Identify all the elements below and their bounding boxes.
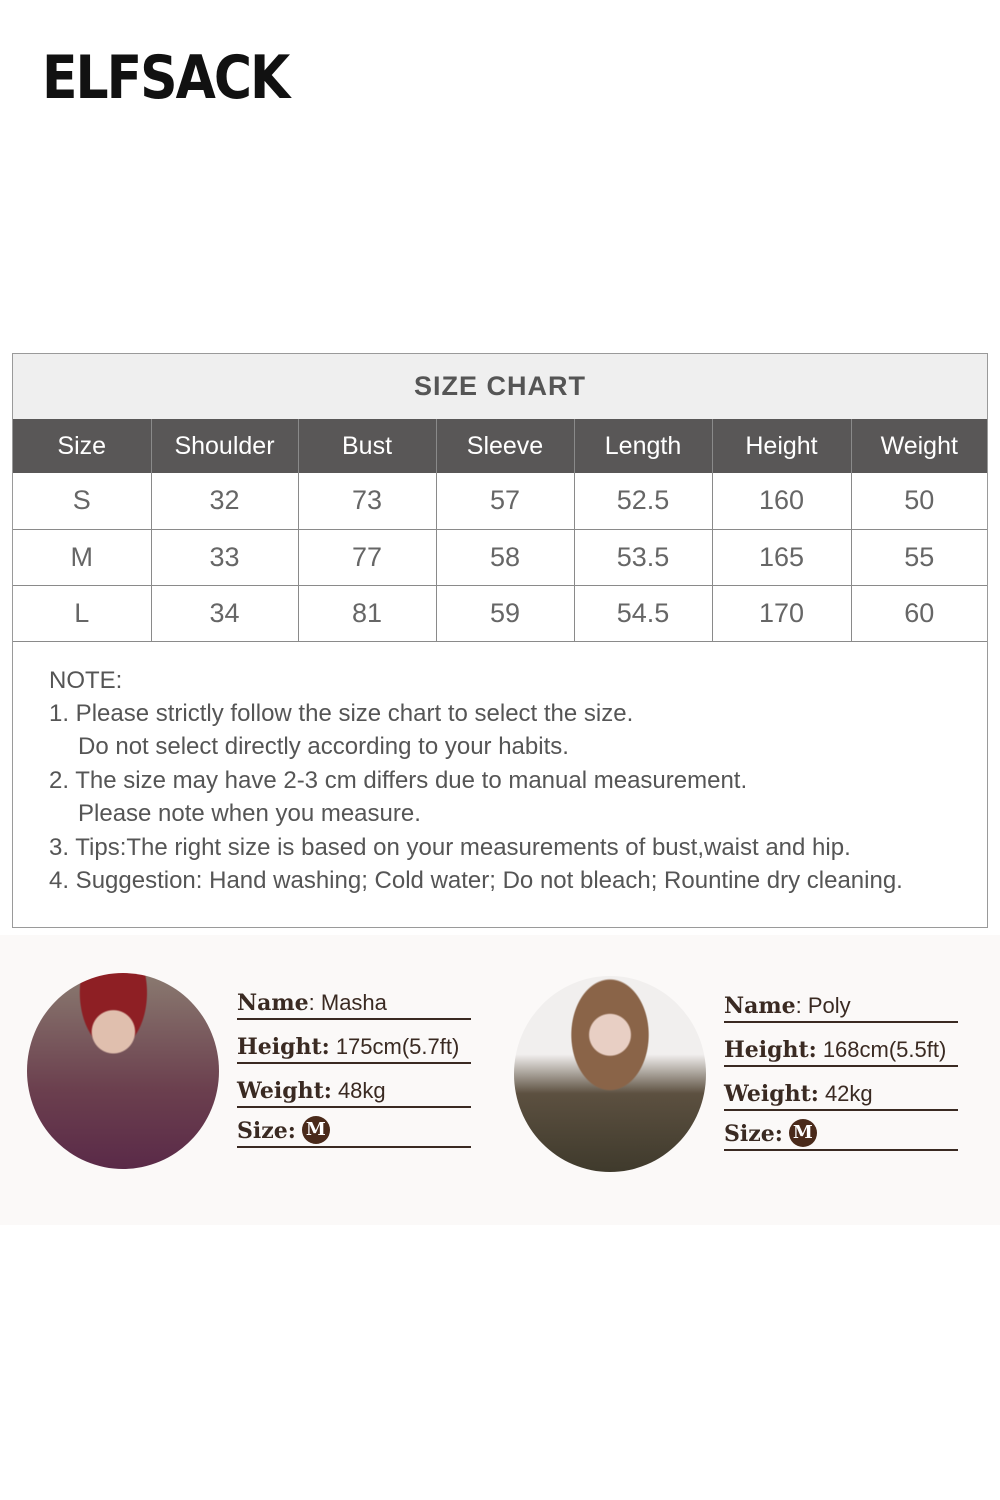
height-value: 168cm(5.5ft) bbox=[822, 1037, 947, 1062]
table-cell: 58 bbox=[436, 529, 575, 586]
column-header: Weight bbox=[851, 419, 987, 473]
model-photo-masha bbox=[27, 973, 219, 1169]
size-label: Size: bbox=[724, 1121, 783, 1147]
table-cell: 77 bbox=[298, 529, 437, 586]
table-cell: 60 bbox=[851, 585, 987, 642]
table-cell: 57 bbox=[436, 473, 575, 530]
table-cell: 59 bbox=[436, 585, 575, 642]
size-label: Size: bbox=[237, 1118, 296, 1144]
size-table: Size Shoulder Bust Sleeve Length Height … bbox=[13, 419, 987, 642]
column-header: Length bbox=[574, 419, 713, 473]
size-chart-title: SIZE CHART bbox=[13, 354, 987, 419]
table-row: L 34 81 59 54.5 170 60 bbox=[13, 585, 987, 642]
height-label: Height: bbox=[724, 1037, 817, 1063]
table-cell: 52.5 bbox=[574, 473, 713, 530]
table-cell: 165 bbox=[712, 529, 852, 586]
size-chart: SIZE CHART Size Shoulder Bust Sleeve Len… bbox=[12, 353, 988, 928]
table-cell: M bbox=[13, 529, 152, 586]
table-cell: 160 bbox=[712, 473, 852, 530]
note-line: 1. Please strictly follow the size chart… bbox=[49, 699, 634, 727]
table-cell: 53.5 bbox=[574, 529, 713, 586]
brand-logo: ELFSACK bbox=[42, 44, 290, 113]
table-cell: 73 bbox=[298, 473, 437, 530]
table-cell: 50 bbox=[851, 473, 987, 530]
table-cell: 170 bbox=[712, 585, 852, 642]
name-value: : Masha bbox=[308, 990, 387, 1015]
model-info-poly: Name: Poly Height: 168cm(5.5ft) Weight: 42… bbox=[724, 979, 958, 1151]
table-cell: 55 bbox=[851, 529, 987, 586]
size-badge: M bbox=[301, 1116, 330, 1144]
weight-label: Weight: bbox=[237, 1078, 332, 1104]
notes-heading: NOTE: bbox=[49, 666, 123, 694]
note-line: Please note when you measure. bbox=[78, 800, 421, 828]
weight-label: Weight: bbox=[724, 1081, 819, 1107]
note-line: 4. Suggestion: Hand washing; Cold water;… bbox=[49, 866, 903, 894]
size-badge: M bbox=[788, 1119, 817, 1147]
table-cell: S bbox=[13, 473, 152, 530]
column-header: Size bbox=[13, 419, 152, 473]
note-line: 2. The size may have 2-3 cm differs due … bbox=[49, 766, 748, 794]
height-value: 175cm(5.7ft) bbox=[335, 1034, 460, 1059]
model-photo-poly bbox=[514, 976, 706, 1172]
table-row: S 32 73 57 52.5 160 50 bbox=[13, 473, 987, 530]
model-info-masha: Name: Masha Height: 175cm(5.7ft) Weight: 4… bbox=[237, 976, 471, 1148]
table-cell: 81 bbox=[298, 585, 437, 642]
table-cell: 32 bbox=[151, 473, 299, 530]
table-row: M 33 77 58 53.5 165 55 bbox=[13, 529, 987, 586]
table-header-row: Size Shoulder Bust Sleeve Length Height … bbox=[13, 419, 987, 473]
height-label: Height: bbox=[237, 1034, 330, 1060]
table-cell: L bbox=[13, 585, 152, 642]
note-line: Do not select directly according to your… bbox=[78, 733, 569, 761]
notes: NOTE: 1. Please strictly follow the size… bbox=[13, 642, 987, 898]
name-value: : Poly bbox=[795, 993, 851, 1018]
weight-value: 48kg bbox=[337, 1078, 386, 1103]
note-line: 3. Tips:The right size is based on your … bbox=[49, 833, 851, 861]
name-label: Name bbox=[237, 990, 309, 1016]
weight-value: 42kg bbox=[824, 1081, 873, 1106]
table-cell: 33 bbox=[151, 529, 299, 586]
column-header: Shoulder bbox=[151, 419, 299, 473]
column-header: Sleeve bbox=[436, 419, 575, 473]
table-cell: 54.5 bbox=[574, 585, 713, 642]
name-label: Name bbox=[724, 993, 796, 1019]
table-cell: 34 bbox=[151, 585, 299, 642]
column-header: Bust bbox=[298, 419, 437, 473]
column-header: Height bbox=[712, 419, 852, 473]
